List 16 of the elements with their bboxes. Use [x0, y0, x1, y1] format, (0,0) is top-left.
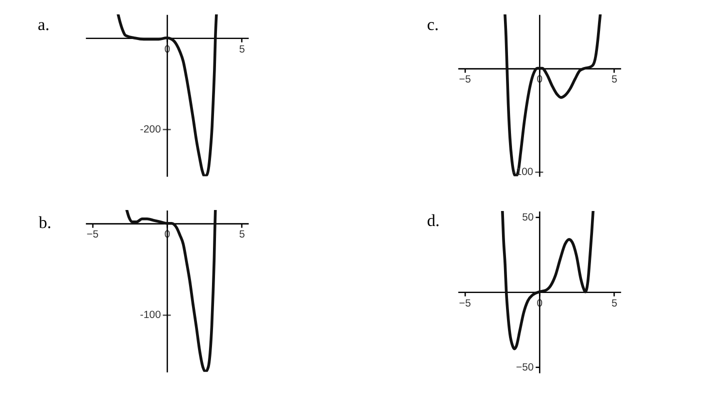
x-tick-label: −5 [459, 298, 472, 310]
x-tick-label: 5 [611, 298, 618, 310]
chart-title: c. [426, 15, 439, 34]
annotation: -100 [140, 310, 162, 322]
y-tick-label: −50 [516, 362, 534, 374]
x-tick-label: −5 [459, 74, 472, 86]
x-tick-label: 5 [611, 74, 618, 86]
x-tick-label: −5 [86, 230, 99, 241]
x-tick-label: 5 [239, 44, 246, 56]
chart-title: b. [38, 212, 52, 232]
line-series [501, 210, 594, 350]
chart-title: a. [38, 15, 50, 34]
annotation: -200 [140, 124, 162, 136]
x-tick-label: 5 [239, 230, 246, 241]
y-tick-label: 50 [522, 212, 534, 224]
chart-title: d. [426, 210, 440, 230]
